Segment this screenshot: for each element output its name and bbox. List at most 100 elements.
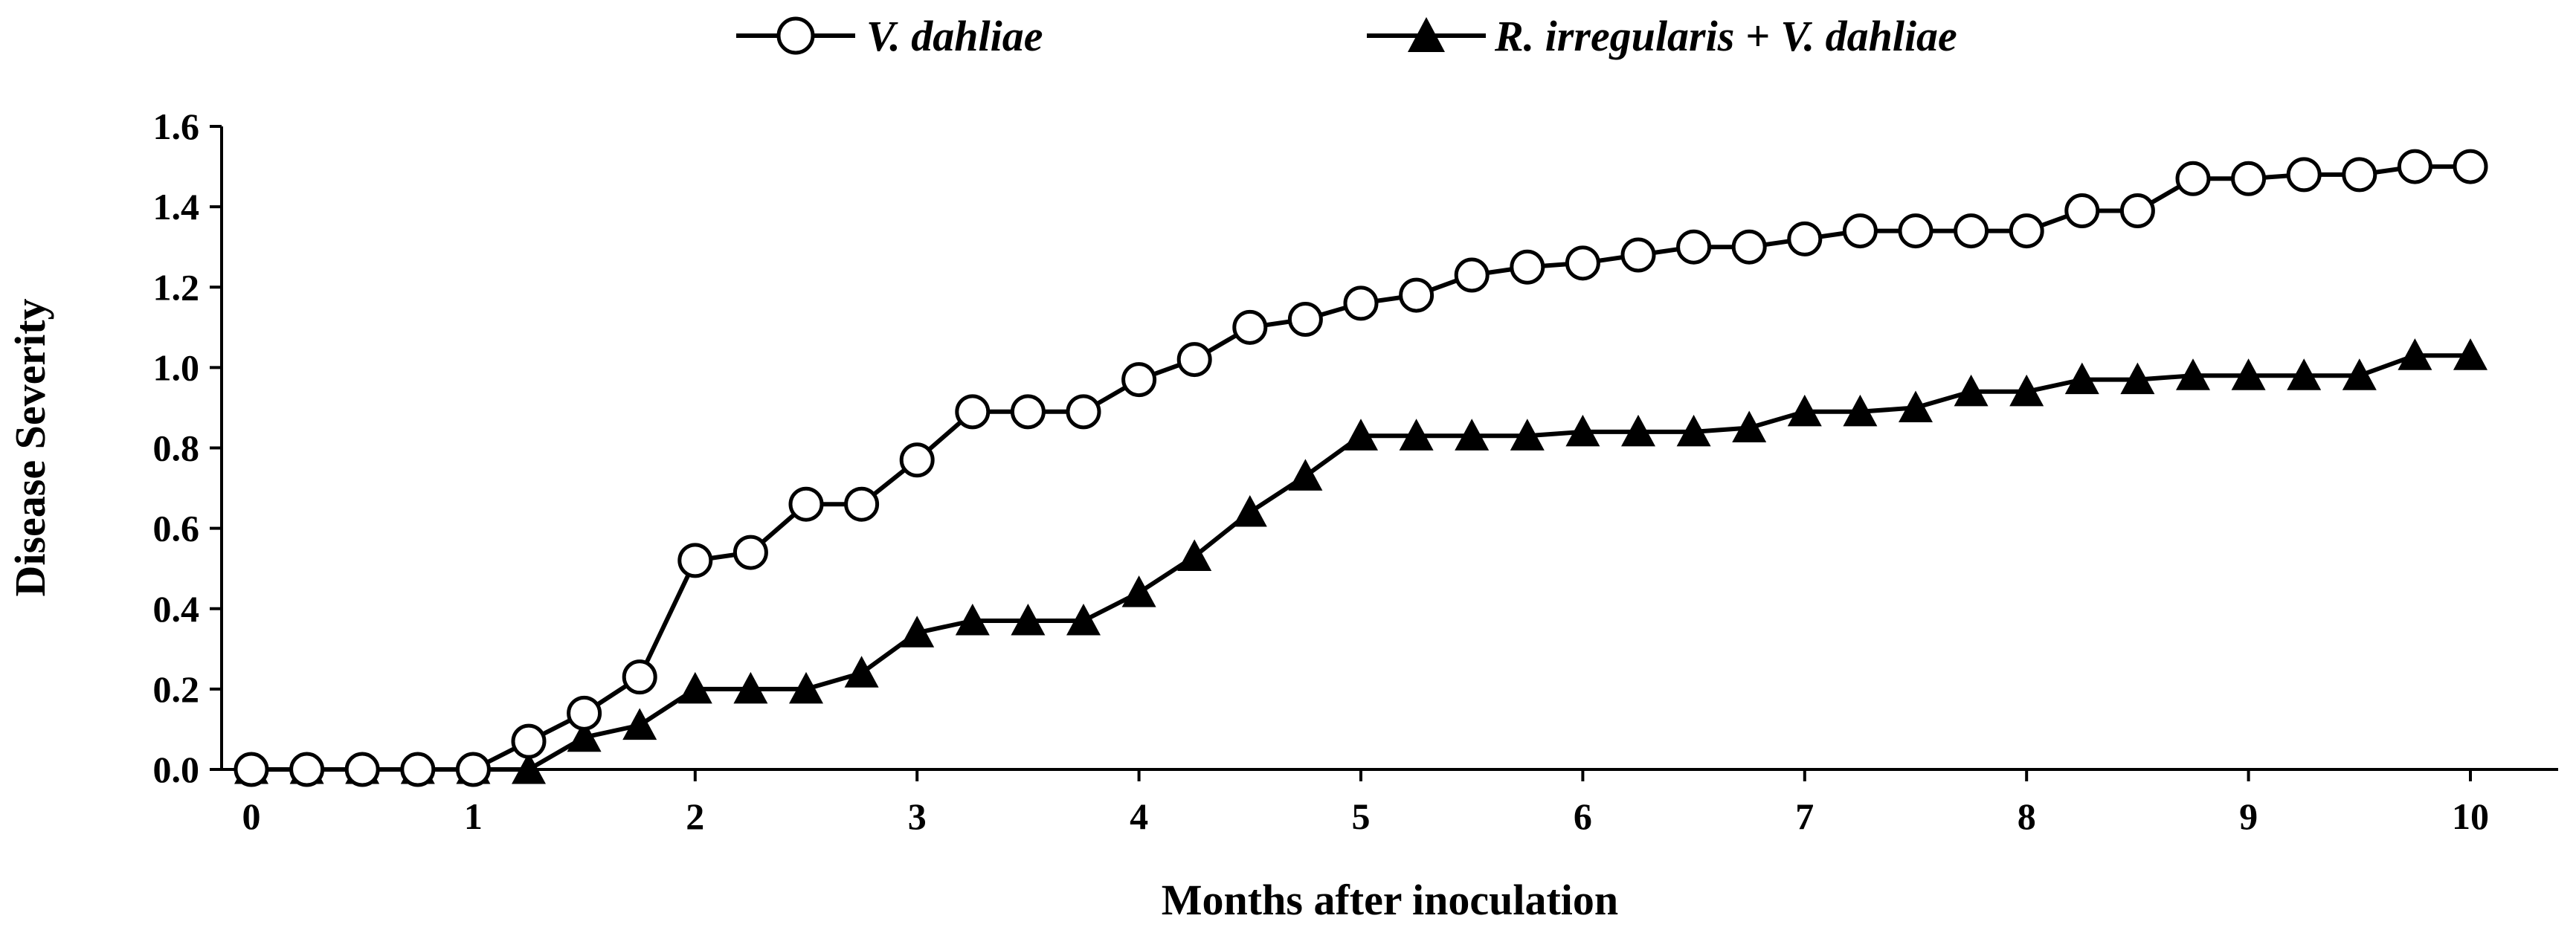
y-tick-label: 1.4 <box>153 186 200 227</box>
x-tick-label: 7 <box>1795 795 1814 837</box>
data-point <box>1232 309 1268 345</box>
data-point <box>289 752 325 787</box>
data-point <box>1121 362 1157 398</box>
y-tick-label: 1.6 <box>153 106 200 147</box>
y-axis: 0.0 0.2 0.4 0.6 0.8 1.0 1.2 1.4 1.6 Disease Seve… <box>6 106 223 790</box>
data-point <box>1898 213 1933 249</box>
data-point <box>1288 459 1323 491</box>
data-point <box>1176 342 1212 378</box>
data-point <box>455 752 491 787</box>
y-tick-label: 1.2 <box>153 266 200 308</box>
x-tick-label: 4 <box>1130 795 1148 837</box>
data-point <box>1676 229 1712 265</box>
data-point <box>2398 338 2432 370</box>
data-point <box>2176 358 2210 390</box>
data-point <box>1287 302 1323 337</box>
data-point <box>2231 161 2267 196</box>
data-point <box>1066 603 1101 636</box>
data-point <box>2342 358 2377 390</box>
x-axis: 0 1 2 3 4 5 6 7 8 9 10 Months after inoculation <box>222 768 2558 924</box>
data-point <box>733 671 768 704</box>
data-point <box>1011 603 1046 636</box>
legend-marker-filled-triangle <box>1408 17 1445 52</box>
series-v-dahliae <box>234 149 2488 787</box>
x-tick-label: 8 <box>2018 795 2036 837</box>
data-point <box>899 442 935 478</box>
data-point <box>1732 410 1767 443</box>
data-point <box>1510 249 1545 285</box>
data-point <box>234 752 269 787</box>
data-point <box>788 486 824 522</box>
series-line <box>251 164 2470 772</box>
data-point <box>2119 193 2155 229</box>
data-point <box>2342 157 2377 193</box>
data-point <box>1455 419 1490 451</box>
x-tick-label: 9 <box>2239 795 2258 837</box>
data-point <box>1121 575 1156 607</box>
y-tick-label: 0.8 <box>153 427 200 469</box>
x-tick-label: 5 <box>1352 795 1371 837</box>
data-point <box>2287 358 2322 390</box>
x-ticks: 0 1 2 3 4 5 6 7 8 9 10 <box>242 769 2489 837</box>
data-point <box>1066 394 1101 430</box>
legend-label-r-irregularis-v-dahliae: R. irregularis + V. dahliae <box>1494 12 1957 60</box>
data-point <box>1787 394 1822 427</box>
data-point <box>732 535 768 570</box>
data-point <box>677 671 712 704</box>
data-point <box>1344 419 1378 451</box>
legend-entry-r-irregularis-v-dahliae: R. irregularis + V. dahliae <box>1367 12 1957 60</box>
data-point <box>789 671 823 704</box>
data-point <box>1731 229 1767 265</box>
data-point <box>344 752 380 787</box>
data-point <box>2120 362 2155 395</box>
data-point <box>1842 213 1878 249</box>
data-point <box>2175 161 2211 196</box>
data-point <box>955 394 991 430</box>
y-tick-label: 1.0 <box>153 346 200 388</box>
data-point <box>2453 149 2488 184</box>
data-point <box>1843 394 1878 427</box>
data-point <box>1899 390 1933 422</box>
data-point <box>2064 362 2099 395</box>
data-point <box>2231 358 2266 390</box>
data-point <box>2397 149 2432 184</box>
legend: V. dahliae R. irregularis + V. dahliae <box>736 12 1957 60</box>
data-point <box>1954 374 1989 407</box>
data-point <box>511 723 547 759</box>
data-point <box>1510 419 1545 451</box>
plot-area <box>234 149 2488 787</box>
data-point <box>400 752 436 787</box>
data-point <box>622 708 657 740</box>
data-point <box>1177 539 1212 572</box>
x-tick-label: 2 <box>686 795 704 837</box>
data-point <box>1343 285 1379 321</box>
data-point <box>1954 213 1989 249</box>
data-point <box>844 656 879 688</box>
data-point <box>512 752 546 784</box>
data-point <box>1676 414 1711 447</box>
data-point <box>1620 237 1656 273</box>
data-point <box>567 720 602 752</box>
data-point <box>2009 374 2044 407</box>
x-tick-label: 1 <box>464 795 483 837</box>
legend-marker-open-circle <box>776 16 815 55</box>
data-point <box>2009 213 2044 249</box>
data-point <box>622 659 657 695</box>
x-axis-title: Months after inoculation <box>1162 876 1618 924</box>
data-point <box>1621 414 1655 447</box>
data-point <box>1232 495 1267 527</box>
data-point <box>1399 419 1434 451</box>
data-point <box>1010 394 1046 430</box>
legend-entry-v-dahliae: V. dahliae <box>736 12 1043 60</box>
data-point <box>844 486 880 522</box>
data-point <box>567 695 602 731</box>
y-tick-label: 0.4 <box>153 588 200 630</box>
y-ticks: 0.0 0.2 0.4 0.6 0.8 1.0 1.2 1.4 1.6 <box>153 106 222 790</box>
data-point <box>677 543 713 578</box>
legend-label-v-dahliae: V. dahliae <box>866 12 1043 60</box>
data-point <box>1399 277 1434 313</box>
data-point <box>900 616 935 648</box>
x-tick-label: 10 <box>2452 795 2489 837</box>
data-point <box>1454 257 1490 293</box>
